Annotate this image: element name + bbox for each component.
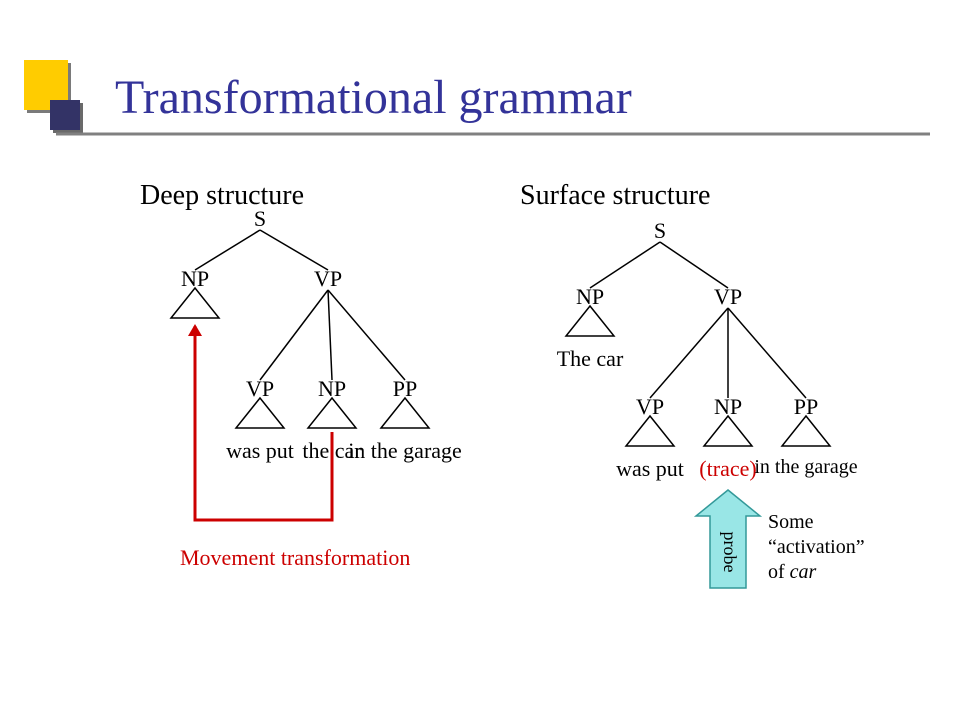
deep-leaf-vp2: was put (226, 438, 294, 464)
surface-node-vp2: VP (636, 394, 664, 420)
deep-node-s: S (254, 206, 266, 232)
deep-node-pp: PP (393, 376, 417, 402)
deep-node-vp2: VP (246, 376, 274, 402)
probe-arrow: probe (696, 490, 760, 588)
deep-node-np: NP (181, 266, 209, 292)
activation-text: Some“activation”of car (768, 510, 865, 585)
deep-node-np2: NP (318, 376, 346, 402)
movement-arrow (188, 324, 332, 520)
deep-tree (171, 230, 429, 428)
surface-node-np2: NP (714, 394, 742, 420)
slide: Transformational grammar Deep structure … (0, 0, 960, 720)
diagram-svg: probe (0, 0, 960, 720)
movement-label: Movement transformation (180, 545, 410, 571)
surface-leaf-np-thecar: The car (557, 346, 624, 372)
surface-node-np: NP (576, 284, 604, 310)
surface-leaf-np2: (trace) (699, 456, 756, 482)
deep-leaf-pp: in the garage (348, 438, 462, 464)
probe-label: probe (720, 532, 740, 573)
surface-node-vp: VP (714, 284, 742, 310)
surface-node-pp: PP (794, 394, 818, 420)
deep-node-vp: VP (314, 266, 342, 292)
surface-leaf-pp: in the garage (754, 456, 857, 479)
surface-tree (566, 242, 830, 446)
surface-leaf-vp2: was put (616, 456, 684, 482)
surface-node-s: S (654, 218, 666, 244)
